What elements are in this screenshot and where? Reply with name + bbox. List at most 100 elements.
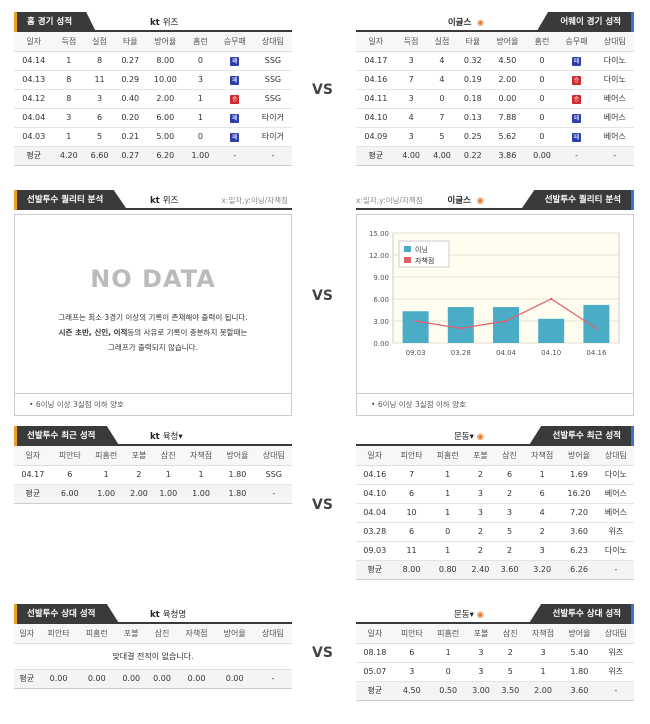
team-name: 이글스 <box>447 196 471 206</box>
table-cell: 2 <box>495 643 525 663</box>
y-tick-label: 6.00 <box>373 296 389 304</box>
panel-tab: 선발투수 최근 성적 <box>528 426 634 446</box>
table-cell: 1 <box>429 465 466 485</box>
avg-cell-label: 평균 <box>356 146 396 166</box>
cell-avg: 0.27 <box>114 51 146 71</box>
col-header: 타율 <box>114 32 146 52</box>
avg-cell: 1.80 <box>219 484 256 504</box>
table-cell: 05.07 <box>356 662 394 682</box>
vs-label: VS <box>312 82 333 98</box>
eagles-logo-icon: ◉ <box>476 432 484 442</box>
quality-left-panel: 선발투수 퀄리티 분석 kt 위즈 x:일자,y:이닝/자책점 NO DATA 그… <box>14 190 292 416</box>
avg-cell-avg: 0.22 <box>457 146 489 166</box>
pitcher-name: 육청명 <box>162 610 187 620</box>
cell-opp: 베어스 <box>595 89 634 109</box>
table-cell: 3 <box>393 662 430 682</box>
avg-cell: 6.00 <box>51 484 88 504</box>
result-badge: 패 <box>572 56 582 66</box>
cell-r: 7 <box>395 70 427 90</box>
legend-swatch <box>404 246 411 252</box>
team-name: 이글스 <box>447 18 472 28</box>
col-header: 일자 <box>356 446 394 466</box>
cell-ra: 7 <box>426 108 458 128</box>
avg-cell-opp: - <box>253 146 292 166</box>
table-cell: 2 <box>465 465 495 485</box>
cell-r: 4 <box>395 108 427 128</box>
cell-date: 04.11 <box>356 89 396 109</box>
avg-cell: 1.00 <box>182 484 220 504</box>
result-badge: 패 <box>230 132 240 142</box>
pitcher-vs-left-panel: 선발투수 상대 성적 kt 육청명 일자 피안타 피홈런 포볼 삼진 자책점 방어율 상대팀 맞… <box>14 604 292 689</box>
cell-date: 04.04 <box>14 108 54 128</box>
table-row: 04.10 4 7 0.13 7.88 0 패 베어스 <box>356 108 634 128</box>
table-cell: 위즈 <box>597 643 634 663</box>
table-cell: 1.80 <box>219 465 256 485</box>
col-header: 삼진 <box>153 446 183 466</box>
panel-header: x:일자,y:이닝/자책점 이글스 ◉ 선발투수 퀄리티 분석 <box>356 190 634 210</box>
table-cell: 3 <box>494 503 525 523</box>
col-header: 피홈런 <box>88 446 125 466</box>
cell-avg: 0.20 <box>114 108 146 128</box>
x-tick-label: 04.16 <box>586 349 607 357</box>
cell-era: 0.00 <box>488 89 527 109</box>
cell-date: 04.14 <box>14 51 54 71</box>
team-logo: kt <box>150 196 160 206</box>
table-cell: 다이노 <box>597 541 634 561</box>
cell-r: 1 <box>53 51 85 71</box>
col-header: 피홈런 <box>77 624 116 644</box>
panel-header: 홈 경기 성적 kt 위즈 <box>14 12 292 32</box>
pitcher-name: 육청 <box>162 432 179 442</box>
col-header: 승무패 <box>215 32 254 52</box>
table-row: 04.17 6 1 2 1 1 1.80 SSG <box>14 465 292 485</box>
team-logo: kt <box>150 610 160 620</box>
cell-ra: 8 <box>84 51 115 71</box>
cell-avg: 0.32 <box>457 51 489 71</box>
avg-cell-avg: 0.27 <box>114 146 146 166</box>
panel-header: 선발투수 최근 성적 kt 육청▾ <box>14 426 292 446</box>
team-label: 이글스 ◉ <box>448 16 484 28</box>
cell-r: 8 <box>53 70 85 90</box>
avg-cell: 평균 <box>356 681 394 701</box>
team-label: kt 위즈 <box>150 194 178 206</box>
table-cell: 04.17 <box>14 465 52 485</box>
cell-res: 패 <box>215 127 254 147</box>
table-cell: 베어스 <box>597 484 634 504</box>
legend-label: 자책점 <box>415 256 434 265</box>
avg-cell: 평균 <box>14 484 52 504</box>
avg-cell: - <box>597 560 634 580</box>
table-cell: 2 <box>124 465 154 485</box>
col-header: 피안타 <box>39 624 78 644</box>
col-header: 상대팀 <box>597 624 634 644</box>
table-cell: 04.04 <box>356 503 394 523</box>
col-header: 상대팀 <box>253 32 292 52</box>
team-label: kt 육청명 <box>150 608 186 620</box>
panel-header: 이글스 ◉ 어웨이 경기 성적 <box>356 12 634 32</box>
table-cell: 5.40 <box>561 643 598 663</box>
table-cell: 1 <box>524 465 561 485</box>
table-cell: 3 <box>465 503 495 523</box>
table-cell: 3 <box>524 541 561 561</box>
col-header: 자책점 <box>177 624 216 644</box>
cell-hr: 0 <box>185 51 216 71</box>
avg-cell: 0.80 <box>429 560 466 580</box>
pitcher-recent-right-table: 일자 피안타 피홈런 포볼 삼진 자책점 방어율 상대팀 04.16 7 1 2 6 1 1.69 다이노 0… <box>356 446 634 580</box>
table-row: 04.16 7 1 2 6 1 1.69 다이노 <box>356 465 634 485</box>
cell-avg: 0.40 <box>114 89 146 109</box>
cell-res: 패 <box>215 70 254 90</box>
table-cell: 09.03 <box>356 541 394 561</box>
col-header: 상대팀 <box>597 446 634 466</box>
cell-opp: SSG <box>253 51 292 71</box>
cell-hr: 1 <box>185 108 216 128</box>
avg-cell-era: 6.20 <box>145 146 186 166</box>
table-cell: 16.20 <box>560 484 598 504</box>
table-row: 04.13 8 11 0.29 10.00 3 패 SSG <box>14 70 292 90</box>
table-row: 09.03 11 1 2 2 3 6.23 다이노 <box>356 541 634 561</box>
avg-cell: 8.00 <box>393 560 430 580</box>
col-header: 일자 <box>14 624 40 644</box>
cell-era: 10.00 <box>145 70 186 90</box>
cell-ra: 5 <box>426 127 458 147</box>
col-header: 승무패 <box>557 32 596 52</box>
panel-footer: • 6이닝 이상 3실점 이하 양호 <box>356 394 634 416</box>
table-row: 08.18 6 1 3 2 3 5.40 위즈 <box>356 643 634 663</box>
quality-chart: 15.00 12.00 9.00 6.00 3.00 0.00 09.03 03.28 04.0… <box>369 230 620 357</box>
